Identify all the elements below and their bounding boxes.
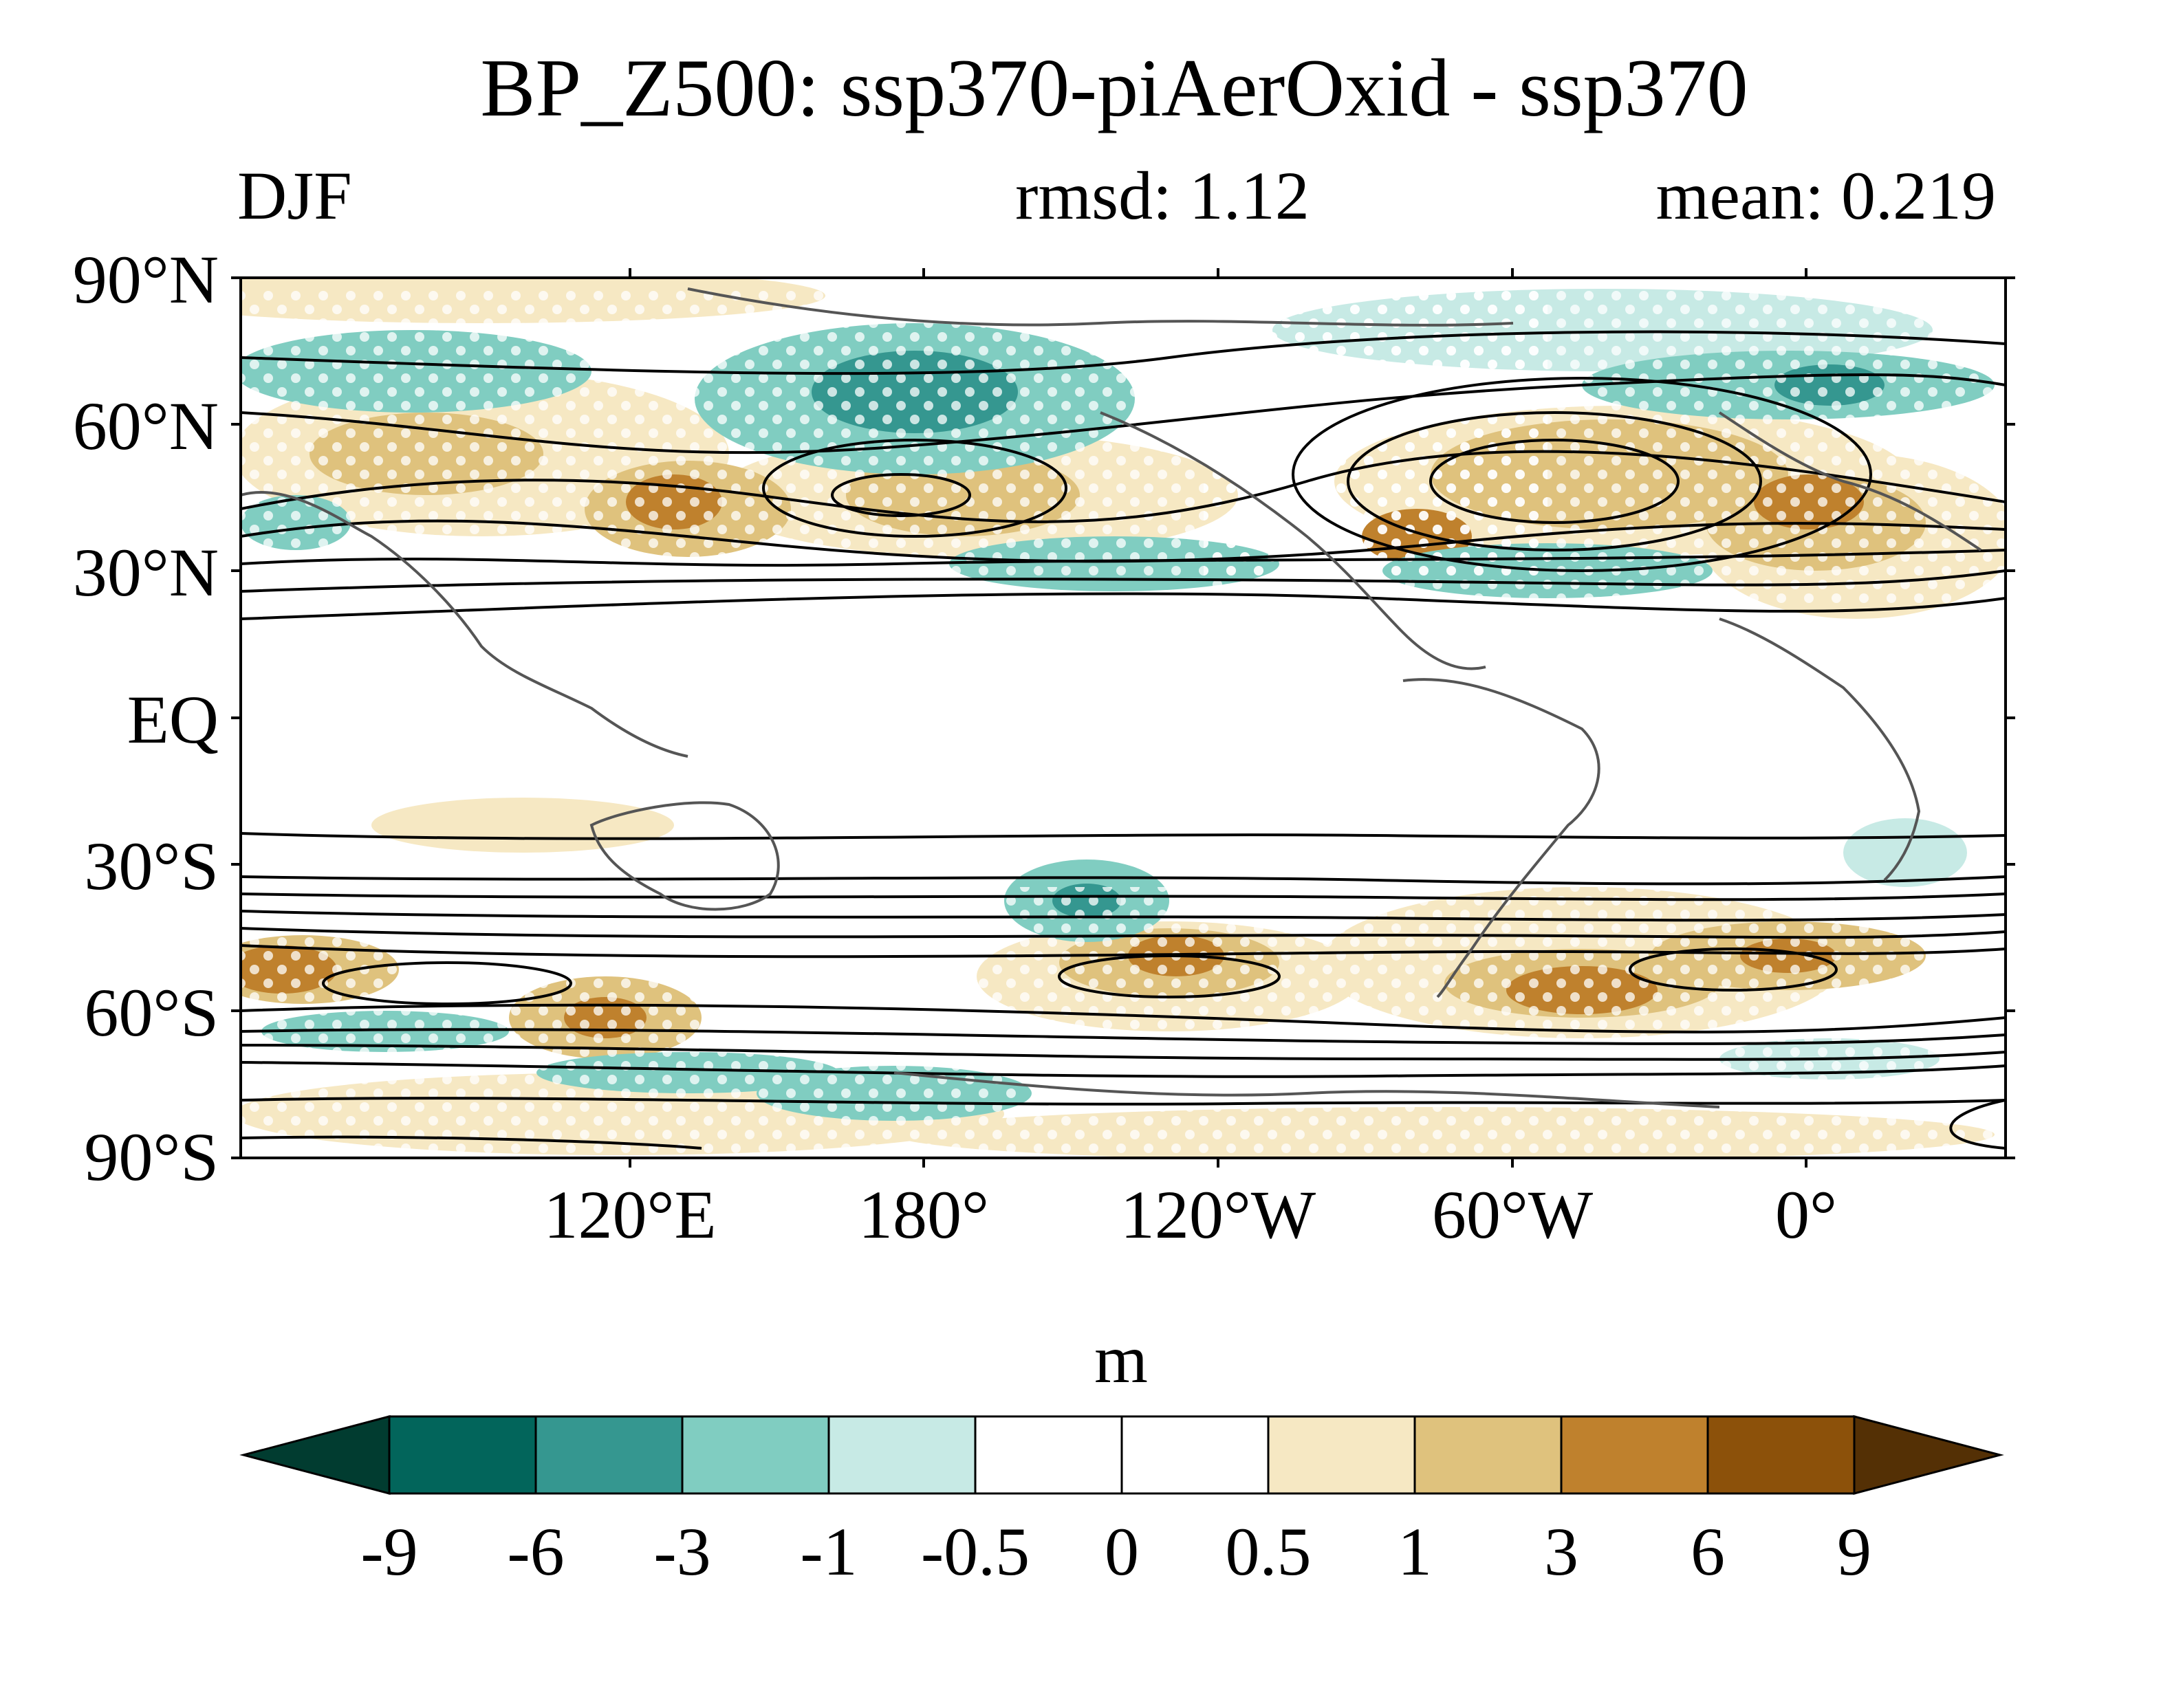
colorbar-bin [388,1415,537,1495]
lat-label-30s: 30°S [84,828,219,904]
lat-label-60s: 60°S [84,974,219,1051]
colorbar-level-label: -3 [653,1513,710,1590]
lat-label-90n: 90°N [73,241,219,318]
lat-axis [231,276,2015,1159]
colorbar-bin [1413,1415,1563,1495]
colorbar-level-label: 0.5 [1226,1513,1312,1590]
lat-label-90s: 90°S [84,1119,219,1195]
lat-label-60n: 60°N [73,388,219,464]
plot-title: BP_Z500: ssp370-piAerOxid - ssp370 [480,42,1748,133]
colorbar-bin [681,1415,830,1495]
colorbar-level-label: -1 [800,1513,857,1590]
season-label: DJF [237,157,352,234]
colorbar-bin [1120,1415,1270,1495]
rmsd-label: rmsd: 1.12 [1015,157,1310,234]
colorbar-level-label: 0 [1105,1513,1139,1590]
lon-label-120e: 120°E [543,1176,716,1253]
colorbar-level-label: 6 [1691,1513,1725,1590]
lon-label-0: 0° [1775,1176,1837,1253]
coastlines [241,287,1982,1108]
colorbar-bin [534,1415,684,1495]
colorbar-bin [1706,1415,1856,1495]
colorbar-over-arrow [1853,1415,2004,1495]
lon-axis [629,268,1807,1168]
mean-label: mean: 0.219 [1656,157,1996,234]
climatology-contours [241,330,2006,1150]
colorbar-level-label: -6 [507,1513,564,1590]
colorbar-labels: -9 -6 -3 -1 -0.5 0 0.5 1 3 6 9 [360,1513,1871,1590]
colorbar-bin [1560,1415,1709,1495]
lon-label-180: 180° [858,1176,989,1253]
colorbar-level-label: -0.5 [921,1513,1030,1590]
lat-label-30n: 30°N [73,534,219,611]
colorbar-bin [1267,1415,1416,1495]
colorbar-units: m [1094,1321,1148,1397]
colorbar-under-arrow [239,1415,391,1495]
map-panel [241,278,2006,1158]
colorbar-bin [974,1415,1123,1495]
lon-label-60w: 60°W [1432,1176,1594,1253]
colorbar-level-label: 9 [1837,1513,1871,1590]
colorbar [239,1415,2004,1495]
colorbar-level-label: 1 [1398,1513,1432,1590]
lat-label-eq: EQ [127,681,219,758]
colorbar-level-label: -9 [360,1513,417,1590]
lon-label-120w: 120°W [1120,1176,1316,1253]
colorbar-bin [827,1415,977,1495]
colorbar-level-label: 3 [1544,1513,1578,1590]
